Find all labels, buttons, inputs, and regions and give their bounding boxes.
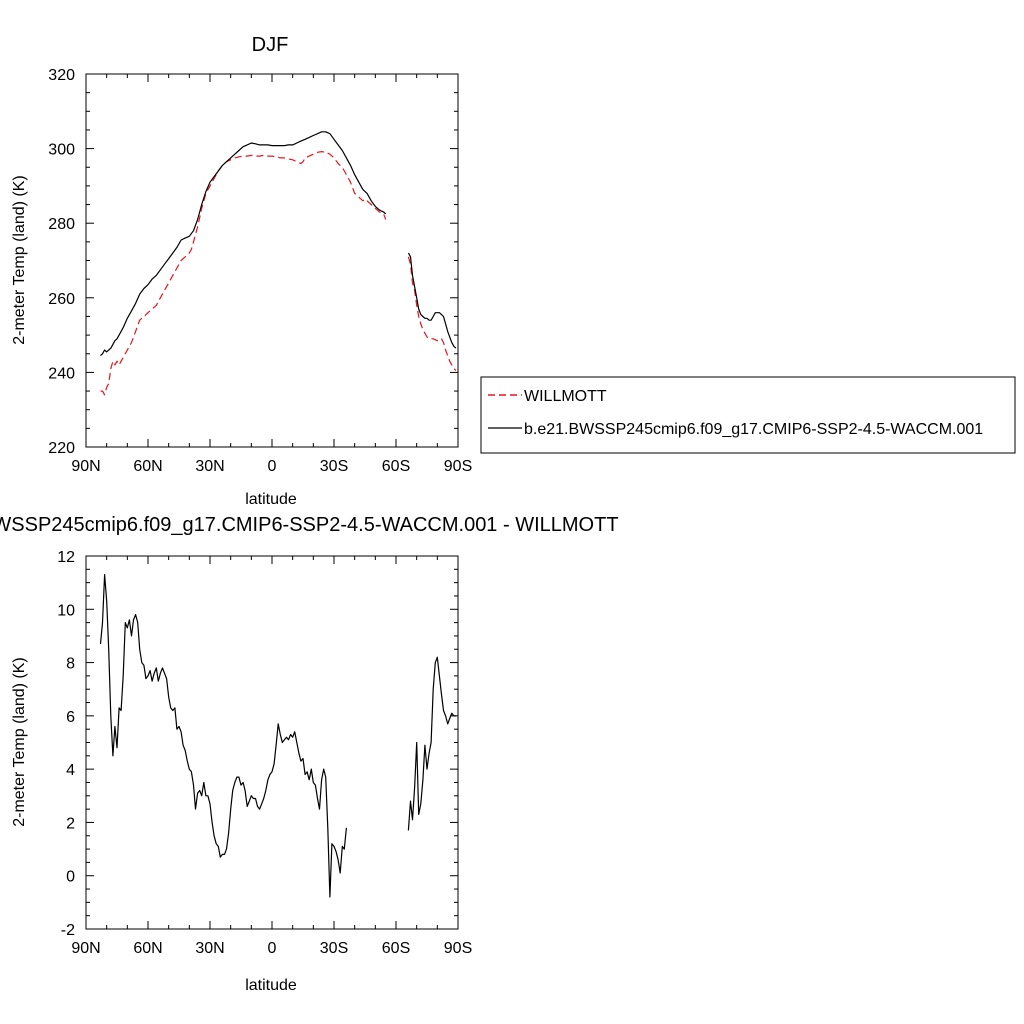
bottom-y-tick-label: 2 — [66, 815, 75, 832]
bottom-x-tick-label: 0 — [268, 940, 277, 957]
legend-model-label: b.e21.BWSSP245cmip6.f09_g17.CMIP6-SSP2-4… — [524, 421, 983, 438]
bottom-y-tick-label: -2 — [61, 922, 75, 939]
top-x-tick-label: 0 — [268, 458, 277, 475]
top-x-axis-label: latitude — [245, 491, 297, 508]
top-y-tick-label: 220 — [48, 440, 75, 457]
bottom-x-tick-label: 30S — [320, 940, 348, 957]
bottom-x-tick-label: 90S — [444, 940, 472, 957]
top-panel: DJF 90N 60N 30N 0 30S 60S 90S 220 240 260 280 300 32… — [11, 34, 472, 508]
top-series-1-line-1 — [407, 252, 457, 349]
top-y-axis-label: 2-meter Temp (land) (K) — [11, 175, 28, 345]
top-y-tick-label: 260 — [48, 291, 75, 308]
top-y-tick-label: 240 — [48, 365, 75, 382]
top-x-tick-label: 90S — [444, 458, 472, 475]
bottom-y-tick-label: 8 — [66, 656, 75, 673]
bottom-axes: 90N 60N 30N 0 30S 60S 90S -2 0 2 4 6 8 10 12 — [57, 549, 472, 957]
bottom-y-tick-label: 6 — [66, 709, 75, 726]
bottom-series-0-line-1 — [407, 656, 456, 831]
legend-willmott-label: WILLMOTT — [524, 388, 607, 405]
bottom-plot-lines — [99, 574, 456, 898]
top-chart-title: DJF — [252, 34, 289, 56]
top-y-tick-label: 280 — [48, 216, 75, 233]
legend-box — [480, 376, 1016, 454]
bottom-x-tick-label: 60N — [133, 940, 162, 957]
top-x-tick-label: 30S — [320, 458, 348, 475]
top-y-tick-label: 300 — [48, 142, 75, 159]
bottom-y-tick-label: 12 — [57, 549, 75, 566]
bottom-chart-title: b.e21.BWSSP245cmip6.f09_g17.CMIP6-SSP2-4… — [0, 514, 619, 536]
bottom-x-tick-label: 60S — [382, 940, 410, 957]
top-x-tick-label: 90N — [71, 458, 100, 475]
top-series-0-line-1 — [407, 256, 457, 371]
bottom-series-0-line-0 — [99, 574, 347, 898]
top-x-tick-label: 60S — [382, 458, 410, 475]
top-x-tick-label: 60N — [133, 458, 162, 475]
bottom-y-tick-label: 4 — [66, 762, 75, 779]
top-series-0-line-0 — [100, 151, 387, 396]
bottom-y-axis-label: 2-meter Temp (land) (K) — [11, 657, 28, 827]
top-axes: 90N 60N 30N 0 30S 60S 90S 220 240 260 280 300 320 — [48, 67, 472, 475]
top-plot-lines — [100, 131, 457, 396]
top-x-tick-label: 30N — [195, 458, 224, 475]
bottom-panel: b.e21.BWSSP245cmip6.f09_g17.CMIP6-SSP2-4… — [0, 514, 619, 994]
bottom-plot-frame — [85, 555, 459, 930]
top-series-1-line-0 — [100, 131, 387, 357]
bottom-y-tick-label: 10 — [57, 602, 75, 619]
top-y-tick-label: 320 — [48, 67, 75, 84]
bottom-x-tick-label: 30N — [195, 940, 224, 957]
bottom-x-axis-label: latitude — [245, 977, 297, 994]
top-plot-frame — [85, 73, 459, 448]
bottom-y-tick-label: 0 — [66, 869, 75, 886]
legend: WILLMOTT b.e21.BWSSP245cmip6.f09_g17.CMI… — [480, 376, 1016, 454]
bottom-x-tick-label: 90N — [71, 940, 100, 957]
